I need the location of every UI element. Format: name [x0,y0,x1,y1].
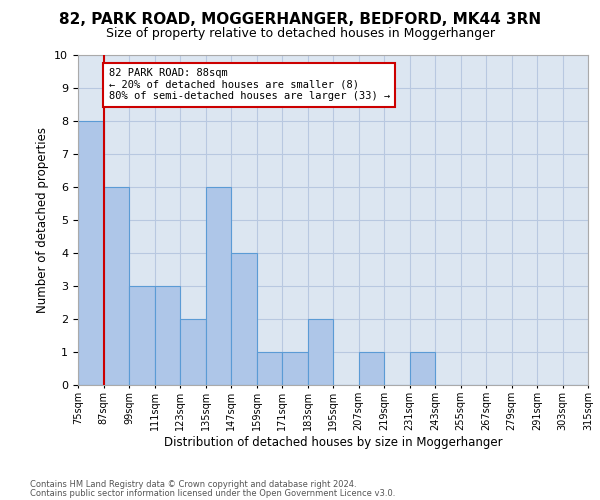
Bar [155,286,180,385]
Bar [409,352,435,385]
X-axis label: Distribution of detached houses by size in Moggerhanger: Distribution of detached houses by size … [164,436,502,448]
Bar [129,286,155,385]
Text: 82 PARK ROAD: 88sqm
← 20% of detached houses are smaller (8)
80% of semi-detache: 82 PARK ROAD: 88sqm ← 20% of detached ho… [109,68,390,102]
Bar [257,352,282,385]
Text: Size of property relative to detached houses in Moggerhanger: Size of property relative to detached ho… [106,28,494,40]
Y-axis label: Number of detached properties: Number of detached properties [36,127,49,313]
Text: 82, PARK ROAD, MOGGERHANGER, BEDFORD, MK44 3RN: 82, PARK ROAD, MOGGERHANGER, BEDFORD, MK… [59,12,541,28]
Text: Contains public sector information licensed under the Open Government Licence v3: Contains public sector information licen… [30,488,395,498]
Bar [78,121,104,385]
Bar [282,352,308,385]
Text: Contains HM Land Registry data © Crown copyright and database right 2024.: Contains HM Land Registry data © Crown c… [30,480,356,489]
Bar [359,352,384,385]
Bar [180,319,205,385]
Bar [205,187,231,385]
Bar [104,187,129,385]
Bar [231,253,257,385]
Bar [308,319,333,385]
